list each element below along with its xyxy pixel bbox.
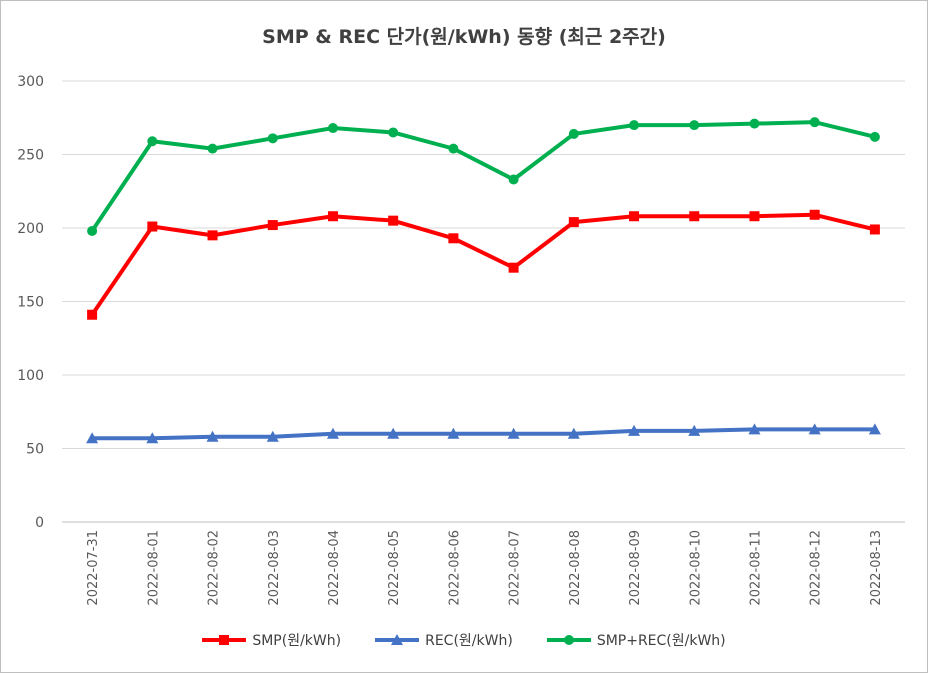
data-point-s1-9 [628,424,641,436]
data-point-s2-2 [207,143,218,154]
data-point-s0-2 [207,230,218,241]
series-line-1 [92,427,875,441]
x-tick-label-2022-07-31: 2022-07-31 [86,530,101,606]
data-point-s2-12 [809,117,820,128]
data-point-s1-11 [748,423,761,435]
data-point-s0-5 [388,215,399,226]
data-point-s2-4 [327,123,338,134]
legend-label-rec: REC(원/kWh) [425,633,513,649]
data-point-s2-5 [388,127,399,138]
data-point-s1-5 [387,427,400,439]
data-point-s1-4 [326,427,339,439]
data-point-s1-2 [206,430,219,442]
y-tick-label-0: 0 [35,515,44,531]
legend-swatch-smp-rec [546,635,591,645]
data-point-s0-8 [568,217,579,228]
data-point-s0-4 [327,211,338,222]
data-point-s1-13 [868,423,881,435]
data-point-s1-12 [808,423,821,435]
y-tick-label-200: 200 [17,221,44,237]
x-tick-label-2022-08-05: 2022-08-05 [387,530,402,606]
data-point-s0-1 [147,221,158,232]
y-tick-label-300: 300 [17,74,44,90]
legend-item-smp-rec: SMP+REC(원/kWh) [546,630,726,650]
data-point-s0-6 [448,233,459,244]
data-point-s1-0 [86,432,99,444]
x-tick-label-2022-08-11: 2022-08-11 [748,530,763,606]
x-tick-label-2022-08-01: 2022-08-01 [146,530,161,606]
x-tick-label-2022-08-03: 2022-08-03 [267,530,282,606]
chart-title: SMP & REC 단가(원/kWh) 동향 (최근 2주간) [262,26,666,48]
x-tick-label-2022-08-08: 2022-08-08 [568,530,583,606]
data-point-s2-0 [87,225,98,236]
x-tick-label-2022-08-10: 2022-08-10 [688,530,703,606]
series-line-2 [90,120,876,233]
data-point-s0-12 [809,209,820,220]
data-point-s2-6 [448,143,459,154]
x-tick-label-2022-08-02: 2022-08-02 [207,530,222,606]
x-tick-label-2022-08-06: 2022-08-06 [447,530,462,606]
legend: SMP(원/kWh) REC(원/kWh) SMP+REC(원/kWh) [0,630,928,650]
y-tick-label-50: 50 [26,442,44,458]
data-point-s0-3 [267,220,278,231]
x-tick-label-2022-08-07: 2022-08-07 [508,530,523,606]
x-tick-label-2022-08-12: 2022-08-12 [809,530,824,606]
y-tick-label-250: 250 [17,148,44,164]
data-point-s1-6 [447,427,460,439]
data-point-s0-7 [508,262,519,273]
data-point-s2-10 [689,120,700,131]
data-point-s1-10 [688,424,701,436]
legend-item-smp: SMP(원/kWh) [202,630,341,650]
data-point-s0-13 [869,224,880,235]
data-point-s2-13 [869,131,880,142]
data-point-s2-9 [629,120,640,131]
data-point-s0-11 [749,211,760,222]
x-tick-label-2022-08-13: 2022-08-13 [869,530,884,606]
data-point-s2-1 [147,136,158,147]
data-point-s2-3 [267,133,278,144]
data-point-s1-3 [266,430,279,442]
data-point-s1-1 [146,432,159,444]
y-tick-label-150: 150 [17,295,44,311]
x-tick-label-2022-08-09: 2022-08-09 [628,530,643,606]
legend-item-rec: REC(원/kWh) [375,630,513,650]
y-tick-label-100: 100 [17,368,44,384]
data-point-s1-8 [567,427,580,439]
legend-label-smp: SMP(원/kWh) [252,633,342,649]
data-point-s0-0 [87,309,98,320]
data-point-s1-7 [507,427,520,439]
series-line-0 [90,212,876,316]
legend-swatch-rec [375,634,420,645]
x-tick-label-2022-08-04: 2022-08-04 [327,530,342,606]
legend-swatch-smp [202,635,247,645]
legend-label-smp-rec: SMP+REC(원/kWh) [596,633,726,649]
data-point-s2-8 [568,128,579,139]
data-point-s2-7 [508,174,519,185]
data-point-s2-11 [749,118,760,129]
data-point-s0-10 [689,211,700,222]
data-point-s0-9 [629,211,640,222]
